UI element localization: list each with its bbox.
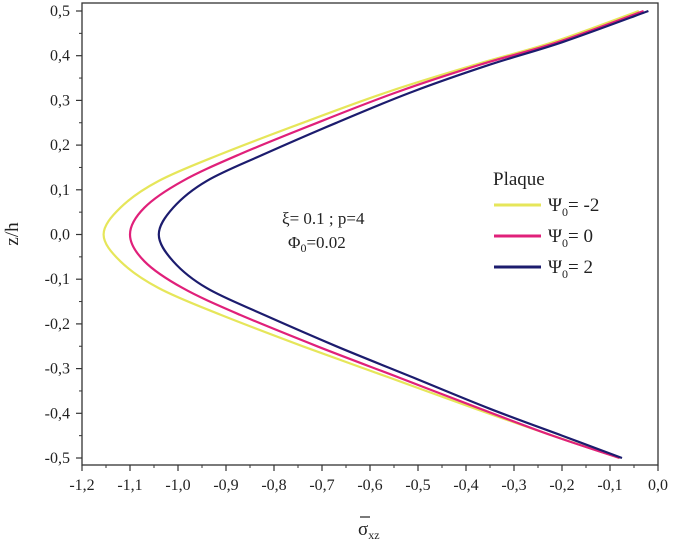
x-tick-label: 0,0 [648, 477, 668, 494]
y-tick-label: -0,2 [45, 316, 70, 333]
x-axis-title: σxz [358, 516, 380, 542]
y-tick-label: 0,1 [50, 182, 70, 199]
y-tick-label: 0,2 [50, 137, 70, 154]
x-tick-label: -0,3 [501, 477, 526, 494]
x-axis-title-symbol: σ [358, 519, 368, 540]
parameter-annotation: ξ= 0.1 ; p=4 Φ0=0.02 [282, 209, 365, 255]
annotation-line-2-sub: 0 [300, 241, 306, 255]
x-tick-label: -1,0 [165, 477, 190, 494]
annotation-line-2-symbol: Φ [288, 233, 300, 252]
x-tick-label: -0,9 [213, 477, 238, 494]
y-tick-label: -0,5 [45, 450, 70, 467]
y-tick-label: 0,5 [50, 3, 70, 20]
x-axis-title-sub: xz [368, 528, 379, 542]
x-tick-label: -0,2 [549, 477, 574, 494]
x-tick-label: -0,1 [597, 477, 622, 494]
x-axis-ticks: -1,2 -1,1 -1,0 -0,9 -0,8 -0,7 -0,6 -0,5 -0,4 -0,3… [69, 465, 668, 494]
x-tick-label: -0,4 [453, 477, 478, 494]
series-lines [102, 9, 649, 460]
y-axis-title: z/h [2, 222, 23, 246]
svg-text:σxz: σxz [358, 519, 380, 542]
series-line-2 [157, 9, 649, 460]
annotation-line-2-text: =0.02 [306, 233, 345, 252]
legend: Plaque Ψ0= -2 Ψ0= 0 Ψ0= 2 [493, 169, 599, 281]
x-tick-label: -0,5 [405, 477, 430, 494]
y-tick-label: 0,3 [50, 92, 70, 109]
y-tick-label: -0,3 [45, 361, 70, 378]
x-tick-label: -0,8 [261, 477, 286, 494]
annotation-line-1: ξ= 0.1 ; p=4 [282, 209, 365, 228]
x-tick-label: -1,2 [69, 477, 94, 494]
y-tick-label: 0,4 [50, 48, 70, 65]
series-line-0 [102, 9, 640, 460]
y-tick-label: -0,4 [45, 405, 70, 422]
y-axis-ticks: -0,5 -0,4 -0,3 -0,2 -0,1 0,0 0,1 0,2 0,3 0,4 0,5 [45, 3, 82, 467]
x-tick-label: -0,7 [309, 477, 334, 494]
x-tick-label: -1,1 [117, 477, 142, 494]
legend-title: Plaque [493, 169, 545, 190]
series-line-1 [128, 9, 644, 460]
legend-label: Ψ0= 2 [548, 257, 593, 281]
y-tick-label: -0,1 [45, 271, 70, 288]
x-tick-label: -0,6 [357, 477, 382, 494]
svg-text:Φ0=0.02: Φ0=0.02 [288, 233, 346, 255]
y-tick-label: 0,0 [50, 227, 70, 244]
legend-label: Ψ0= 0 [548, 226, 593, 250]
legend-label: Ψ0= -2 [548, 195, 599, 219]
